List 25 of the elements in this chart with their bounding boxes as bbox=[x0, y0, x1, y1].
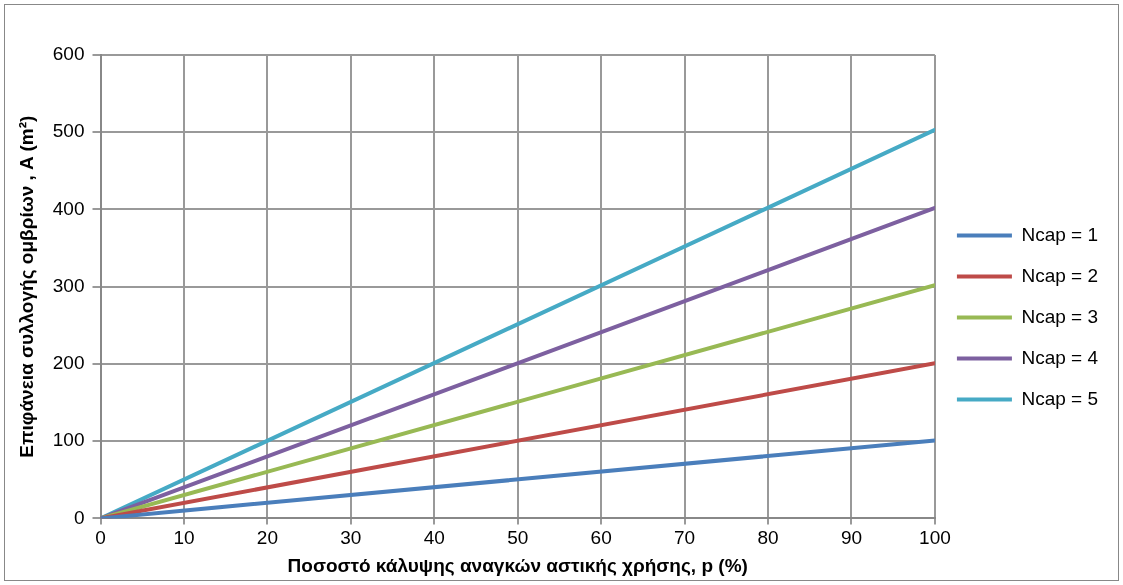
y-axis-title: Επιφάνεια συλλογής ομβρίων , A (m²) bbox=[15, 115, 37, 458]
x-tick-label: 90 bbox=[840, 527, 863, 549]
legend-label: Ncap = 1 bbox=[1021, 223, 1098, 245]
legend-label: Ncap = 5 bbox=[1021, 387, 1098, 409]
y-tick-label: 500 bbox=[52, 120, 85, 142]
legend-label: Ncap = 4 bbox=[1021, 346, 1099, 368]
x-tick-label: 70 bbox=[674, 527, 696, 549]
y-tick-label: 600 bbox=[52, 43, 85, 65]
y-tick-label: 400 bbox=[52, 197, 85, 219]
y-tick-label: 100 bbox=[52, 429, 85, 451]
x-tick-label: 10 bbox=[173, 527, 195, 549]
x-axis-title: Ποσοστό κάλυψης αναγκών αστικής χρήσης, p (%) bbox=[287, 554, 748, 576]
x-tick-label: 40 bbox=[423, 527, 445, 549]
x-tick-label: 100 bbox=[919, 527, 951, 549]
x-tick-label: 80 bbox=[757, 527, 779, 549]
x-tick-label: 30 bbox=[340, 527, 362, 549]
legend-label: Ncap = 3 bbox=[1021, 305, 1098, 327]
x-tick-label: 60 bbox=[590, 527, 612, 549]
y-tick-label: 0 bbox=[73, 506, 85, 528]
y-tick-label: 300 bbox=[52, 274, 85, 296]
y-tick-label: 200 bbox=[52, 352, 85, 374]
x-tick-label: 50 bbox=[507, 527, 529, 549]
x-tick-label: 0 bbox=[95, 527, 106, 549]
x-tick-label: 20 bbox=[256, 527, 278, 549]
legend-label: Ncap = 2 bbox=[1021, 264, 1098, 286]
